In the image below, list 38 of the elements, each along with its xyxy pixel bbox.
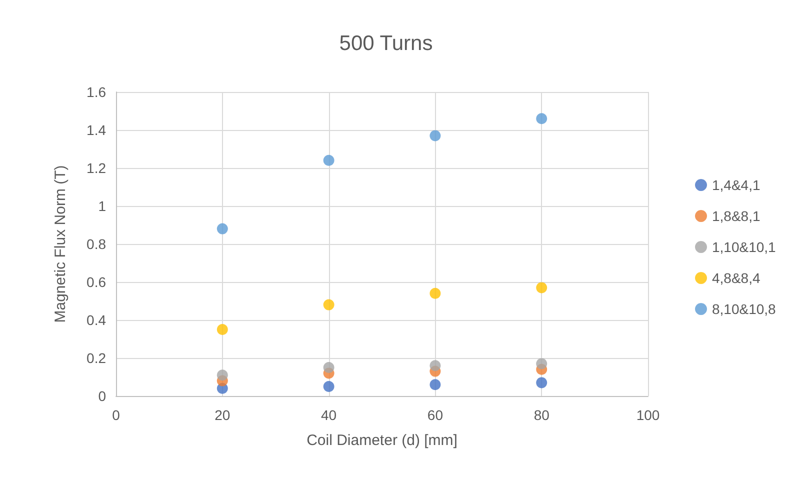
y-tick-label: 1 <box>98 198 106 214</box>
y-tick-label: 1.4 <box>86 122 106 138</box>
point <box>216 324 228 335</box>
point <box>323 381 334 392</box>
y-tick-label: 1.2 <box>86 160 106 176</box>
y-tick-label: 0 <box>98 388 106 404</box>
x-tick-label: 20 <box>214 407 230 423</box>
x-axis-title: Coil Diameter (d) [mm] <box>306 432 458 449</box>
legend-label: 1,8&8,1 <box>712 208 760 224</box>
legend-label: 1,10&10,1 <box>712 239 776 255</box>
x-tick-label: 100 <box>636 407 660 423</box>
point <box>430 379 441 390</box>
x-tick-label: 40 <box>321 407 337 423</box>
point <box>430 360 441 372</box>
legend-label: 8,10&10,8 <box>712 301 776 317</box>
y-tick-label: 0.4 <box>86 312 106 328</box>
point <box>536 113 548 124</box>
y-tick-label: 1.6 <box>86 84 106 100</box>
point <box>536 377 548 388</box>
point <box>323 299 334 310</box>
point <box>216 223 228 234</box>
legend-label: 4,8&8,4 <box>712 270 760 286</box>
point <box>323 362 334 373</box>
x-tick-label: 60 <box>427 407 444 423</box>
x-tick-label: 80 <box>534 407 550 423</box>
point <box>323 154 334 166</box>
y-tick-label: 0.2 <box>86 350 106 366</box>
point <box>536 358 548 370</box>
y-tick-label: 0.8 <box>86 236 106 252</box>
y-axis-title: Magnetic Flux Norm (T) <box>52 165 69 323</box>
point <box>216 370 228 381</box>
chart-title: 500 Turns <box>339 32 433 55</box>
point <box>430 130 441 142</box>
y-tick-label: 0.6 <box>86 274 106 290</box>
x-tick-label: 0 <box>112 407 120 423</box>
point <box>536 282 548 294</box>
point <box>430 288 441 299</box>
legend-label: 1,4&4,1 <box>712 177 760 193</box>
